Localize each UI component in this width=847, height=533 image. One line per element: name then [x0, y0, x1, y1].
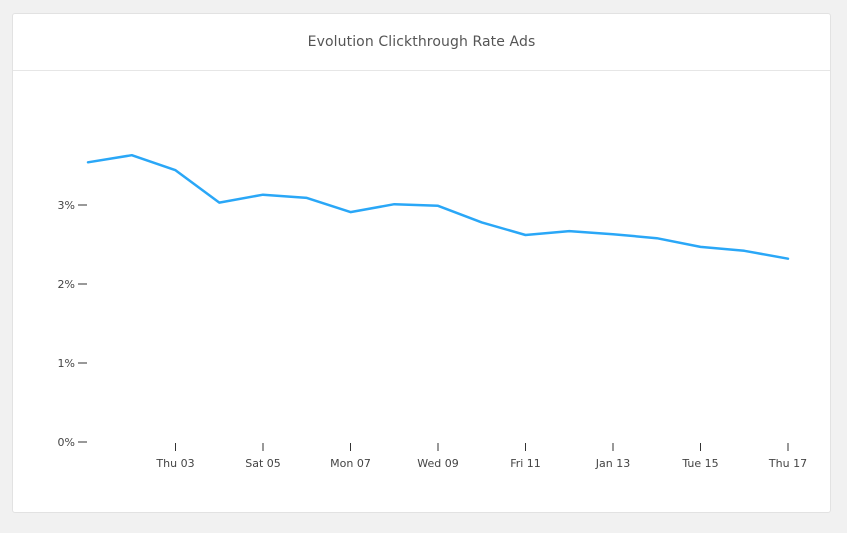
x-tick-label: Thu 03	[155, 457, 194, 470]
series-group	[84, 151, 792, 263]
x-tick-label: Fri 11	[510, 457, 541, 470]
x-tick-label: Wed 09	[417, 457, 458, 470]
x-tick-label: Sat 05	[245, 457, 281, 470]
x-tick-label: Jan 13	[595, 457, 630, 470]
data-point[interactable]	[653, 234, 661, 242]
data-point[interactable]	[390, 200, 398, 208]
card-header: Evolution Clickthrough Rate Ads	[13, 14, 830, 71]
series-line	[86, 153, 790, 260]
x-tick-label: Mon 07	[330, 457, 371, 470]
data-point[interactable]	[172, 166, 180, 174]
x-tick-label: Thu 17	[768, 457, 807, 470]
data-point[interactable]	[565, 227, 573, 235]
data-point[interactable]	[478, 218, 486, 226]
y-tick-label: 2%	[58, 278, 75, 291]
y-tick-label: 0%	[58, 436, 75, 449]
data-point[interactable]	[697, 243, 705, 251]
data-point[interactable]	[784, 255, 792, 263]
data-point[interactable]	[128, 151, 136, 159]
data-point[interactable]	[609, 230, 617, 238]
x-tick-label: Tue 15	[681, 457, 718, 470]
y-axis: 0% 1% 2% 3%	[58, 199, 87, 449]
data-point[interactable]	[84, 158, 92, 166]
chart-card: Evolution Clickthrough Rate Ads	[12, 13, 831, 513]
y-tick-label: 3%	[58, 199, 75, 212]
data-point[interactable]	[522, 231, 530, 239]
x-axis: Thu 03 Sat 05 Mon 07 Wed 09 Fri 11 Jan 13 Tue …	[155, 443, 807, 470]
data-point[interactable]	[347, 208, 355, 216]
data-point[interactable]	[740, 247, 748, 255]
data-point[interactable]	[215, 199, 223, 207]
y-tick-label: 1%	[58, 357, 75, 370]
data-point[interactable]	[434, 202, 442, 210]
data-point[interactable]	[259, 191, 267, 199]
data-point[interactable]	[303, 194, 311, 202]
chart-title: Evolution Clickthrough Rate Ads	[307, 34, 536, 50]
